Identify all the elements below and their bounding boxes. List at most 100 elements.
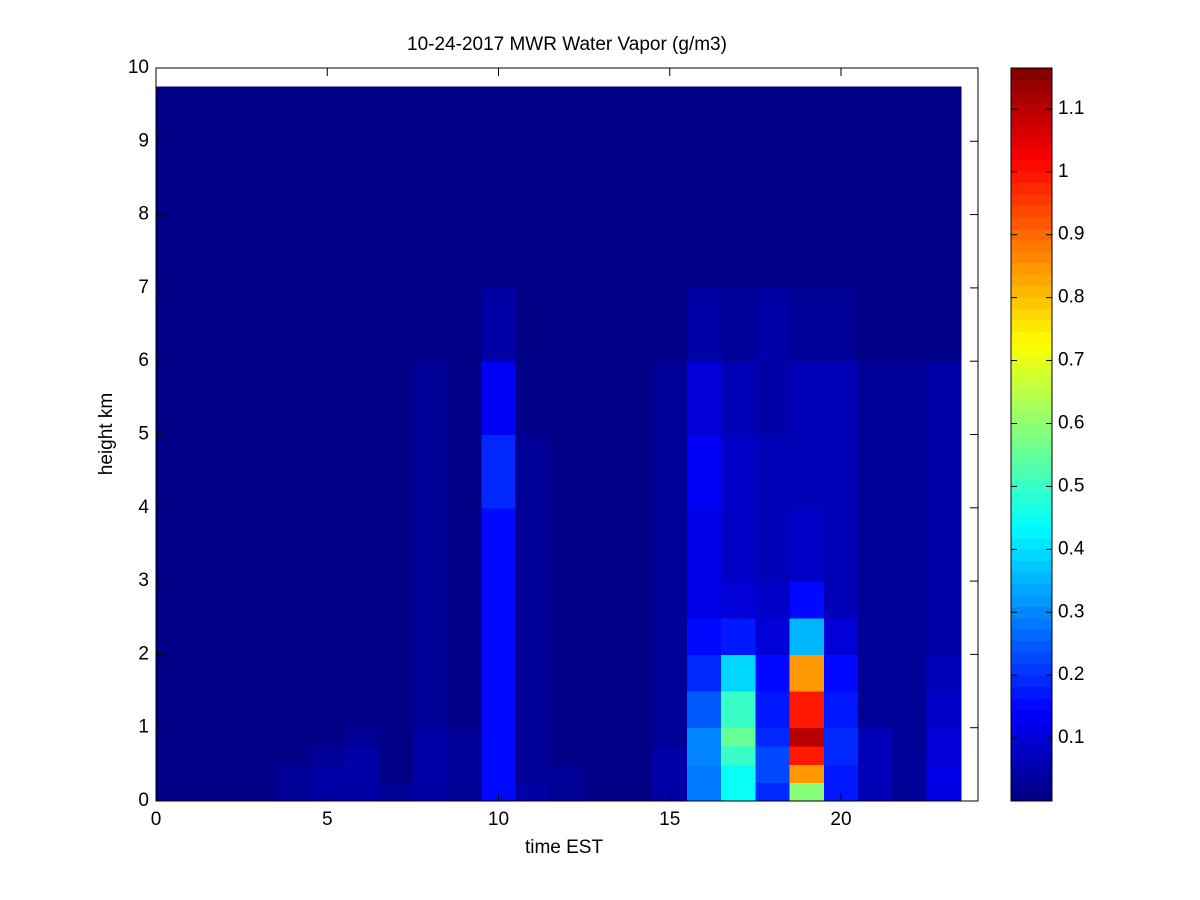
heat-cell	[481, 434, 517, 509]
heat-cell	[412, 507, 448, 582]
heat-cell	[275, 434, 311, 509]
heat-cell	[275, 507, 311, 582]
heat-cell	[173, 507, 208, 582]
heat-cell	[755, 782, 791, 802]
heat-cell	[584, 361, 619, 435]
heat-cell	[515, 86, 551, 289]
heat-cell	[310, 361, 345, 435]
heat-cell	[549, 434, 585, 509]
heat-cell	[156, 581, 174, 619]
heat-cell	[241, 746, 277, 765]
colorbar-swatch	[1011, 457, 1052, 470]
heat-cell	[721, 617, 756, 655]
heat-cell	[789, 727, 825, 747]
colorbar-swatch	[1011, 377, 1052, 390]
heat-cell	[618, 691, 654, 729]
heat-cell	[926, 86, 962, 289]
y-tick-label: 6	[138, 350, 149, 371]
colorbar-swatch	[1011, 228, 1052, 241]
heat-cell	[549, 691, 585, 729]
heat-cell	[275, 727, 311, 747]
heat-cell	[241, 617, 277, 655]
heat-cell	[755, 86, 791, 289]
colorbar-swatch	[1011, 537, 1052, 550]
heat-cell	[721, 581, 756, 619]
heat-cell	[241, 581, 277, 619]
heat-cell	[858, 764, 893, 784]
heat-cell	[156, 691, 174, 729]
heat-cell	[618, 361, 654, 435]
heat-cell	[412, 691, 448, 729]
heat-cell	[515, 507, 551, 582]
heat-cell	[173, 86, 208, 289]
heat-cell	[447, 654, 482, 692]
heat-cell	[618, 764, 654, 784]
heat-cell	[156, 617, 174, 655]
heat-cell	[789, 746, 825, 765]
heat-cell	[447, 507, 482, 582]
heat-cell	[926, 746, 962, 765]
heat-cell	[584, 581, 619, 619]
heat-cell	[156, 727, 174, 747]
heat-cell	[447, 434, 482, 509]
heat-cell	[481, 764, 517, 784]
heat-cell	[207, 617, 243, 655]
heat-cell	[241, 434, 277, 509]
heat-cell	[207, 782, 243, 802]
heat-cell	[926, 361, 962, 435]
colorbar-swatch	[1011, 743, 1052, 756]
heat-cell	[207, 581, 243, 619]
heat-cell	[481, 654, 517, 692]
colorbar-swatch	[1011, 423, 1052, 435]
heat-cell	[926, 617, 962, 655]
heat-cell	[344, 581, 380, 619]
heat-cell	[686, 287, 722, 362]
colorbar-swatch	[1011, 560, 1052, 573]
colorbar-tick-label: 0.2	[1058, 664, 1084, 685]
colorbar-swatch	[1011, 331, 1052, 344]
heat-cell	[858, 727, 893, 747]
heat-cell	[344, 434, 380, 509]
heat-cell	[823, 581, 859, 619]
colorbar-swatch	[1011, 571, 1052, 584]
heat-cell	[721, 86, 756, 289]
heat-cell	[755, 581, 791, 619]
colorbar-swatch	[1011, 148, 1052, 161]
colorbar-swatch	[1011, 789, 1052, 802]
heat-cell	[892, 507, 928, 582]
heat-cell	[618, 746, 654, 765]
heat-cell	[823, 727, 859, 747]
heat-cell	[241, 782, 277, 802]
heat-cell	[515, 782, 551, 802]
heat-cell	[481, 507, 517, 582]
colorbar-swatch	[1011, 216, 1052, 229]
heat-cell	[412, 361, 448, 435]
heat-cell	[584, 764, 619, 784]
heat-cell	[618, 617, 654, 655]
y-tick-label: 4	[138, 497, 149, 518]
heat-cell	[926, 727, 962, 747]
heat-cell	[823, 86, 859, 289]
heat-cell	[858, 746, 893, 765]
heat-cell	[481, 782, 517, 802]
heat-cell	[310, 782, 345, 802]
heat-cell	[241, 507, 277, 582]
heat-cell	[858, 287, 893, 362]
heat-cell	[378, 654, 414, 692]
heat-cell	[173, 782, 208, 802]
colorbar-tick-label: 0.7	[1058, 350, 1084, 371]
heat-cell	[310, 86, 345, 289]
colorbar-swatch	[1011, 526, 1052, 539]
heat-cell	[378, 746, 414, 765]
colorbar-tick-label: 0.8	[1058, 287, 1084, 308]
heat-cell	[789, 691, 825, 729]
heat-cell	[378, 86, 414, 289]
heat-cell	[481, 691, 517, 729]
heat-cell	[618, 434, 654, 509]
heat-cell	[686, 654, 722, 692]
heat-cell	[584, 507, 619, 582]
colorbar-swatch	[1011, 285, 1052, 298]
x-tick-label: 20	[830, 809, 851, 830]
heat-cell	[652, 507, 688, 582]
heat-cell	[721, 361, 756, 435]
